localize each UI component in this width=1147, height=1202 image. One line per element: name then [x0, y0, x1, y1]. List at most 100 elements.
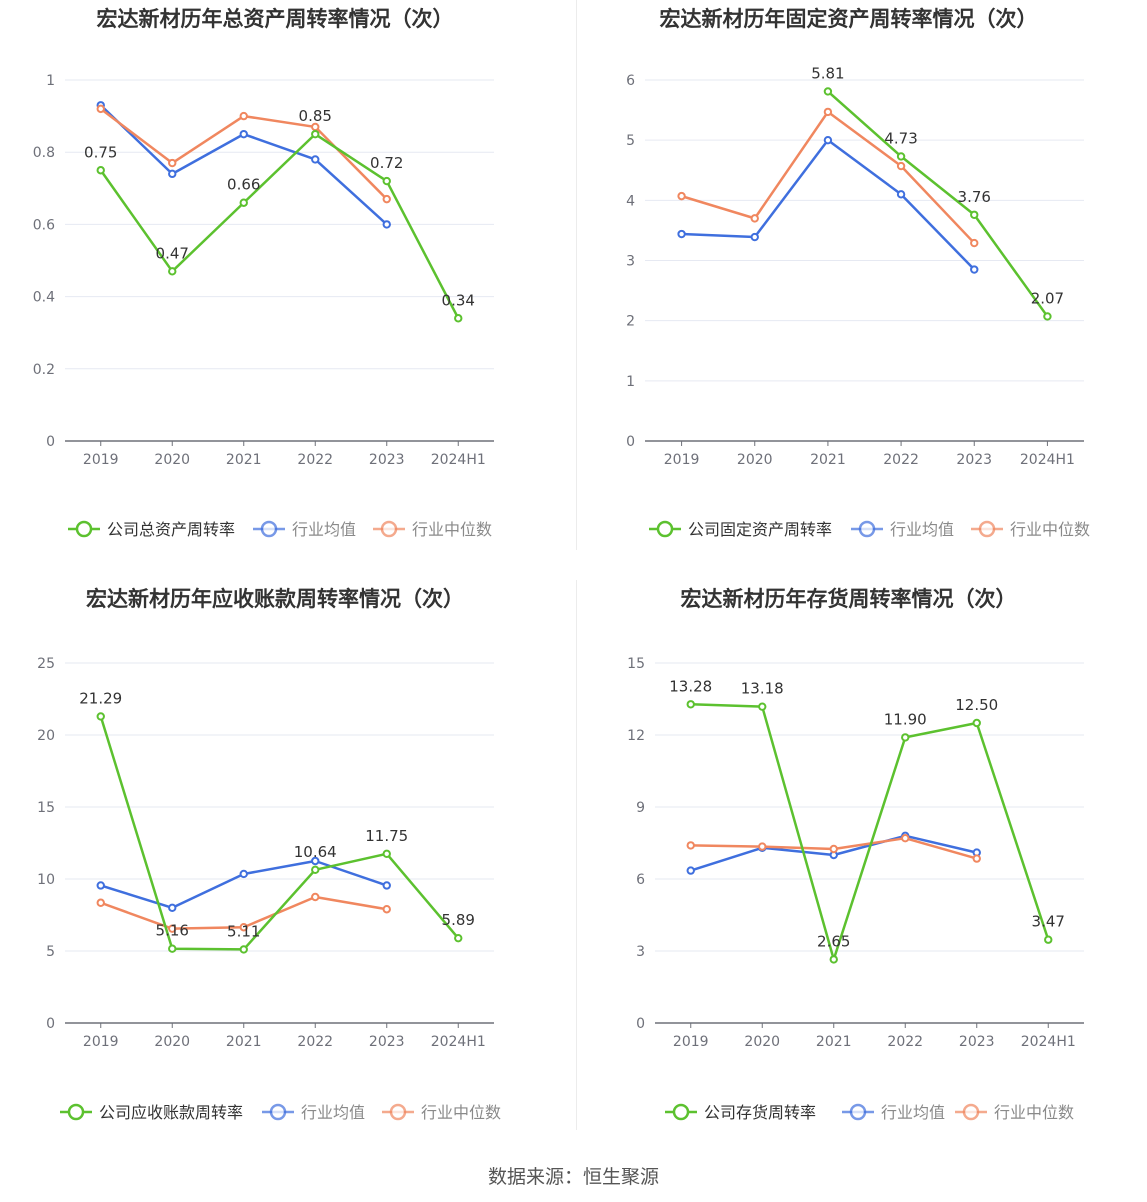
legend-item-avg: 行业均值 — [253, 520, 356, 539]
x-tick-label: 2021 — [226, 1034, 262, 1050]
x-tick-label: 2024H1 — [431, 1034, 486, 1050]
data-label: 4.73 — [884, 129, 917, 147]
x-tick-label: 2022 — [297, 452, 333, 468]
legend-label: 公司总资产周转率 — [107, 520, 235, 539]
legend-label: 行业中位数 — [421, 1103, 501, 1122]
data-label: 0.47 — [156, 244, 189, 262]
data-point-avg — [970, 265, 979, 274]
data-label: 11.90 — [884, 710, 927, 728]
y-tick-label: 0.6 — [33, 217, 55, 233]
x-tick-label: 2020 — [744, 1034, 780, 1050]
data-point-avg — [750, 232, 759, 242]
data-point-median — [168, 158, 177, 168]
legend-swatch-marker — [978, 520, 996, 538]
chart-title: 宏达新材历年应收账款周转率情况（次） — [86, 587, 464, 611]
data-point-avg — [382, 881, 391, 890]
x-tick-label: 2024H1 — [1021, 1034, 1076, 1050]
legend-label: 公司应收账款周转率 — [99, 1103, 243, 1122]
legend-label: 行业均值 — [890, 520, 954, 539]
series-line-company — [690, 703, 1050, 961]
legend-swatch-marker — [380, 520, 398, 538]
legend-label: 行业均值 — [292, 520, 356, 539]
legend-label: 行业均值 — [301, 1103, 365, 1122]
data-label: 10.64 — [294, 843, 337, 861]
y-tick-label: 20 — [37, 728, 55, 744]
data-point-company — [758, 702, 767, 711]
data-label: 2.07 — [1031, 289, 1064, 307]
y-tick-label: 9 — [636, 800, 645, 816]
legend-label: 行业中位数 — [1010, 520, 1090, 539]
legend-item-median: 行业中位数 — [955, 1103, 1074, 1122]
legend-label: 公司固定资产周转率 — [688, 520, 832, 539]
data-point-median — [382, 194, 391, 204]
data-point-company — [901, 733, 910, 742]
data-point-company — [168, 944, 177, 953]
y-tick-label: 2 — [626, 314, 635, 330]
legend-swatch-marker — [75, 520, 93, 538]
y-tick-label: 0 — [636, 1016, 645, 1032]
data-point-median — [168, 924, 177, 933]
x-tick-label: 2019 — [673, 1034, 709, 1050]
y-tick-label: 25 — [37, 656, 55, 672]
x-tick-label: 2022 — [887, 1034, 923, 1050]
data-point-company — [168, 267, 177, 276]
data-point-avg — [168, 903, 177, 912]
data-point-median — [239, 111, 248, 121]
data-point-avg — [896, 190, 906, 199]
legend-swatch-marker — [858, 520, 876, 538]
data-point-company — [239, 945, 248, 954]
x-tick-label: 2023 — [959, 1034, 995, 1050]
data-label: 0.66 — [227, 176, 260, 194]
data-label: 5.81 — [811, 64, 844, 82]
data-point-median — [311, 892, 320, 902]
y-tick-label: 5 — [46, 944, 55, 960]
y-tick-label: 5 — [626, 133, 635, 149]
data-point-avg — [823, 135, 833, 145]
x-tick-label: 2019 — [664, 452, 700, 468]
data-point-avg — [96, 881, 105, 890]
legend-label: 行业中位数 — [412, 520, 492, 539]
data-point-company — [239, 198, 248, 207]
data-label: 11.75 — [365, 827, 408, 845]
data-point-avg — [677, 229, 686, 239]
chart-title: 宏达新材历年存货周转率情况（次） — [681, 587, 1017, 611]
data-point-median — [96, 104, 105, 114]
x-tick-label: 2021 — [810, 452, 846, 468]
y-tick-label: 0.8 — [33, 145, 55, 161]
y-tick-label: 10 — [37, 872, 55, 888]
legend-label: 行业均值 — [881, 1103, 945, 1122]
data-point-median — [686, 841, 695, 850]
data-point-median — [970, 238, 979, 248]
chart-total-asset-turnover: 宏达新材历年总资产周转率情况（次） 0 0.2 0.4 0.6 0.8 1 2019 2020 2… — [33, 7, 494, 539]
x-tick-label: 2023 — [956, 452, 992, 468]
data-label: 0.34 — [442, 291, 475, 309]
data-label: 13.28 — [669, 677, 712, 695]
legend-item-median: 行业中位数 — [373, 520, 492, 539]
legend-swatch-marker — [269, 1103, 287, 1121]
data-label: 0.72 — [370, 154, 403, 172]
legend-swatch-marker — [260, 520, 278, 538]
legend-item-avg: 行业均值 — [851, 520, 954, 539]
data-point-avg — [686, 866, 695, 875]
x-tick-label: 2019 — [83, 452, 119, 468]
series-line-company — [827, 90, 1049, 318]
x-tick-label: 2024H1 — [431, 452, 486, 468]
legend-label: 公司存货周转率 — [704, 1103, 816, 1122]
y-tick-label: 1 — [626, 374, 635, 390]
x-tick-label: 2022 — [883, 452, 919, 468]
legend-swatch-marker — [67, 1103, 85, 1121]
data-point-company — [454, 314, 463, 323]
y-tick-label: 1 — [46, 73, 55, 89]
legend-item-avg: 行业均值 — [842, 1103, 945, 1122]
data-point-avg — [168, 169, 177, 179]
data-point-median — [96, 898, 105, 907]
y-tick-label: 0 — [46, 1016, 55, 1032]
data-point-company — [454, 933, 463, 943]
chart-fixed-asset-turnover: 宏达新材历年固定资产周转率情况（次） 0 1 2 3 4 5 6 2019 2020 2021 202… — [626, 7, 1090, 539]
legend-item-avg: 行业均值 — [262, 1103, 365, 1122]
legend-swatch-marker — [962, 1103, 980, 1121]
data-label: 13.18 — [741, 680, 784, 698]
data-point-company — [382, 176, 391, 186]
vertical-divider-top — [576, 0, 577, 550]
x-tick-label: 2020 — [154, 452, 190, 468]
